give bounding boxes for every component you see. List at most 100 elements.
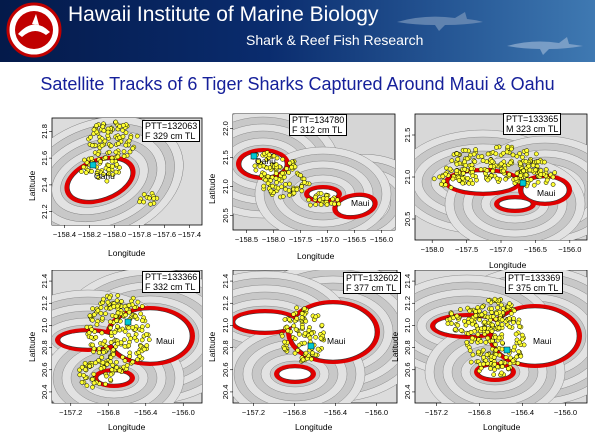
island-label: Maui [533,336,552,346]
y-tick-label: 20.8 [221,340,230,355]
track-point [127,353,133,359]
track-point [510,358,516,364]
track-point [299,184,305,189]
track-point [441,178,446,184]
y-tick-label: 21.2 [221,296,230,311]
y-tick-label: 20.6 [221,362,230,377]
bathymetry-layer [52,270,202,403]
track-point [508,311,514,316]
x-tick-label: −156.0 [365,408,388,417]
track-point [293,327,299,332]
track-point [115,293,121,298]
track-point [115,154,121,160]
track-point [283,181,288,187]
track-point [283,186,288,192]
track-point [114,318,119,323]
track-point [114,298,120,303]
track-point [266,152,272,158]
track-point [507,316,512,321]
track-point [132,335,138,341]
track-point [335,197,340,203]
track-point [91,380,97,386]
track-point [253,167,259,173]
header-banner: Hawaii Institute of Marine Biology Shark… [0,0,595,62]
track-point [523,159,529,164]
track-point [111,304,117,309]
track-point [481,361,486,367]
island-label: Oahu [255,156,276,166]
track-point [484,168,490,173]
track-point [449,311,454,317]
x-tick-label: −158.0 [103,230,126,239]
track-point [139,304,145,309]
track-point [492,361,497,367]
track-point [454,151,460,157]
track-point [89,169,95,174]
track-point [82,367,88,372]
track-point [303,318,309,324]
track-point [324,196,330,201]
track-point [285,328,291,334]
track-point [306,197,312,203]
x-tick-labels: −157.2 −156.8 −156.4 −156.0 [242,403,388,417]
track-point [440,174,446,179]
track-point [268,188,274,194]
track-point [483,340,489,345]
track-point [263,177,268,183]
y-tick-label: 21.0 [403,170,412,185]
track-point [122,329,128,334]
track-point [496,335,502,341]
track-point [319,322,325,328]
track-point [465,175,471,181]
track-point [279,333,285,339]
track-point [492,296,498,302]
track-point [99,330,105,336]
track-point [265,180,271,186]
track-point [520,154,525,160]
track-point [128,336,134,341]
track-point [490,322,495,328]
x-tick-label: −156.8 [283,408,306,417]
track-point [489,306,494,312]
track-point [449,158,455,164]
tag-deployment-marker [519,179,527,187]
map-panel-6: −157.2 −156.8 −156.4 −156.0 20.4 20.6 20.8 21.0… [390,270,593,435]
track-point [511,308,517,314]
track-point [499,370,504,376]
x-tick-label: −156.4 [511,408,534,417]
track-point [482,325,487,331]
y-tick-labels: 21.2 21.4 21.6 21.8 [40,124,52,219]
track-point [313,202,319,207]
track-point [500,364,505,369]
track-point [88,134,93,140]
track-point [107,319,113,325]
track-point [95,151,101,157]
x-axis-label: Longitude [108,422,146,432]
x-tick-labels: −157.2 −156.8 −156.4 −156.0 [59,403,195,417]
track-point [120,354,125,360]
tracks-layer [250,150,342,208]
tracks-layer [445,296,527,378]
track-point [495,305,500,311]
track-point [103,373,109,379]
track-point [478,339,484,344]
track-point [90,342,95,348]
track-point [439,181,444,187]
track-point [126,138,132,144]
track-point [493,316,499,322]
track-point [108,377,113,382]
track-point [130,325,135,330]
tag-deployment-marker [307,342,315,350]
track-point [488,164,494,169]
track-point [531,182,537,188]
track-point [282,339,287,345]
track-point [115,310,121,316]
track-point [514,171,520,176]
track-point [450,176,456,182]
x-tick-labels: −158.4 −158.2 −158.0 −157.8 −157.6 −157.4 [53,225,201,239]
y-tick-label: 20.8 [40,340,49,355]
track-point [280,170,285,176]
track-point [318,191,324,196]
track-point [493,347,499,353]
track-point [126,302,132,308]
